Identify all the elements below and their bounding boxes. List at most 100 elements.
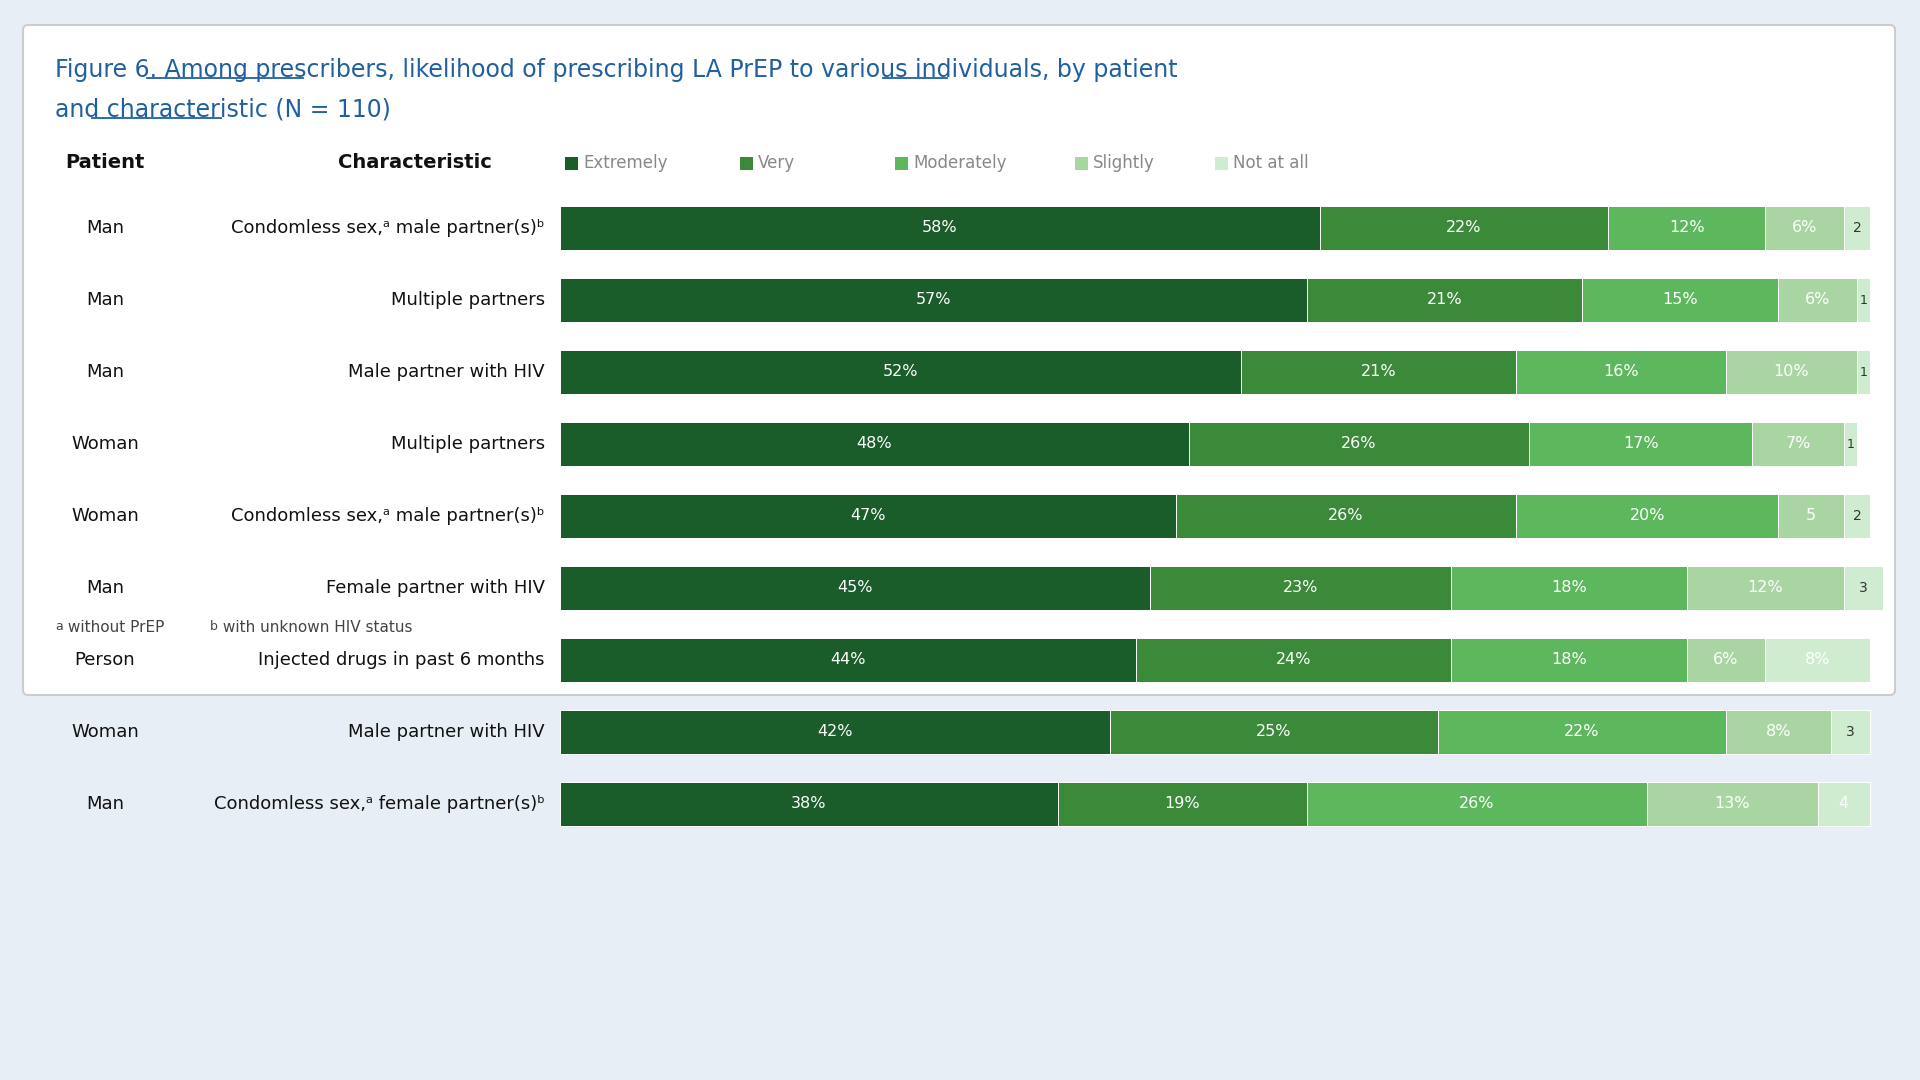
Text: 12%: 12% (1668, 220, 1705, 235)
Text: 1: 1 (1859, 365, 1868, 378)
Bar (561, 278, 1308, 322)
Text: Extremely: Extremely (584, 154, 668, 172)
Text: 3: 3 (1859, 581, 1868, 595)
Text: 7%: 7% (1786, 436, 1811, 451)
Text: 44%: 44% (831, 652, 866, 667)
Text: Injected drugs in past 6 months: Injected drugs in past 6 months (259, 651, 545, 669)
Text: Female partner with HIV: Female partner with HIV (326, 579, 545, 597)
Text: Condomless sex,ᵃ female partner(s)ᵇ: Condomless sex,ᵃ female partner(s)ᵇ (213, 795, 545, 813)
Text: Man: Man (86, 219, 125, 237)
Text: 2: 2 (1853, 509, 1860, 523)
Text: Slightly: Slightly (1092, 154, 1154, 172)
Bar (1075, 157, 1089, 170)
Text: 6%: 6% (1713, 652, 1740, 667)
Bar (1175, 494, 1517, 538)
Text: 16%: 16% (1603, 365, 1640, 379)
Text: 25%: 25% (1256, 725, 1292, 740)
Text: Patient: Patient (65, 153, 144, 173)
Text: 1: 1 (1859, 294, 1868, 307)
Text: b: b (209, 620, 217, 633)
Text: 3: 3 (1845, 725, 1855, 739)
Bar (561, 710, 1110, 754)
Bar (1308, 278, 1582, 322)
Text: 18%: 18% (1551, 652, 1586, 667)
Text: 42%: 42% (818, 725, 852, 740)
Text: 6%: 6% (1805, 293, 1830, 308)
Text: Woman: Woman (71, 723, 138, 741)
Bar (1843, 422, 1857, 465)
Bar (1308, 782, 1647, 826)
Text: 17%: 17% (1622, 436, 1659, 451)
Bar (1857, 350, 1870, 394)
Text: Man: Man (86, 795, 125, 813)
Text: 6%: 6% (1791, 220, 1816, 235)
Bar (1058, 782, 1308, 826)
Bar (1753, 422, 1843, 465)
Text: Male partner with HIV: Male partner with HIV (348, 723, 545, 741)
Text: with unknown HIV status: with unknown HIV status (219, 620, 413, 635)
Text: Multiple partners: Multiple partners (392, 435, 545, 453)
Text: Multiple partners: Multiple partners (392, 291, 545, 309)
Text: 26%: 26% (1459, 797, 1496, 811)
Bar (895, 157, 908, 170)
Text: Moderately: Moderately (914, 154, 1006, 172)
Bar (1517, 350, 1726, 394)
Text: and characteristic (N = 110): and characteristic (N = 110) (56, 98, 392, 122)
Bar (1726, 710, 1830, 754)
Bar (1150, 566, 1452, 610)
Text: 45%: 45% (837, 581, 872, 595)
Text: Condomless sex,ᵃ male partner(s)ᵇ: Condomless sex,ᵃ male partner(s)ᵇ (232, 219, 545, 237)
Text: 8%: 8% (1766, 725, 1791, 740)
Bar (561, 782, 1058, 826)
Bar (1764, 638, 1870, 681)
Bar (1686, 638, 1764, 681)
Text: Characteristic: Characteristic (338, 153, 492, 173)
Bar (561, 494, 1175, 538)
Text: 12%: 12% (1747, 581, 1784, 595)
Bar (1517, 494, 1778, 538)
Text: 22%: 22% (1565, 725, 1599, 740)
Text: 5: 5 (1807, 509, 1816, 524)
Text: 48%: 48% (856, 436, 893, 451)
Bar (1843, 566, 1884, 610)
Bar (1188, 422, 1530, 465)
Text: Condomless sex,ᵃ male partner(s)ᵇ: Condomless sex,ᵃ male partner(s)ᵇ (232, 507, 545, 525)
Text: 21%: 21% (1361, 365, 1396, 379)
Text: 26%: 26% (1342, 436, 1377, 451)
Bar (1438, 710, 1726, 754)
Text: 26%: 26% (1329, 509, 1363, 524)
Text: Very: Very (758, 154, 795, 172)
Text: Person: Person (75, 651, 134, 669)
Text: 4: 4 (1839, 797, 1849, 811)
Text: 21%: 21% (1427, 293, 1461, 308)
Bar (1215, 157, 1229, 170)
Text: 20%: 20% (1630, 509, 1665, 524)
Bar (561, 350, 1240, 394)
Bar (561, 422, 1188, 465)
Text: 52%: 52% (883, 365, 918, 379)
Bar (1647, 782, 1818, 826)
Text: Figure 6. Among prescribers, likelihood of prescribing LA PrEP to various indivi: Figure 6. Among prescribers, likelihood … (56, 58, 1177, 82)
Bar (1530, 422, 1753, 465)
Text: Woman: Woman (71, 507, 138, 525)
Bar (1764, 206, 1843, 249)
Text: 24%: 24% (1277, 652, 1311, 667)
Bar (1609, 206, 1764, 249)
Text: 47%: 47% (851, 509, 885, 524)
Bar (1110, 710, 1438, 754)
Bar (564, 157, 578, 170)
Text: 13%: 13% (1715, 797, 1751, 811)
Bar (561, 206, 1319, 249)
Text: 23%: 23% (1283, 581, 1317, 595)
Text: 15%: 15% (1663, 293, 1697, 308)
Bar (1857, 278, 1870, 322)
Text: 38%: 38% (791, 797, 828, 811)
Text: without PrEP: without PrEP (63, 620, 165, 635)
Text: 2: 2 (1853, 221, 1860, 235)
Text: 1: 1 (1847, 437, 1855, 450)
Text: Not at all: Not at all (1233, 154, 1309, 172)
Text: 22%: 22% (1446, 220, 1482, 235)
Bar (1582, 278, 1778, 322)
Text: 18%: 18% (1551, 581, 1586, 595)
Text: 8%: 8% (1805, 652, 1830, 667)
